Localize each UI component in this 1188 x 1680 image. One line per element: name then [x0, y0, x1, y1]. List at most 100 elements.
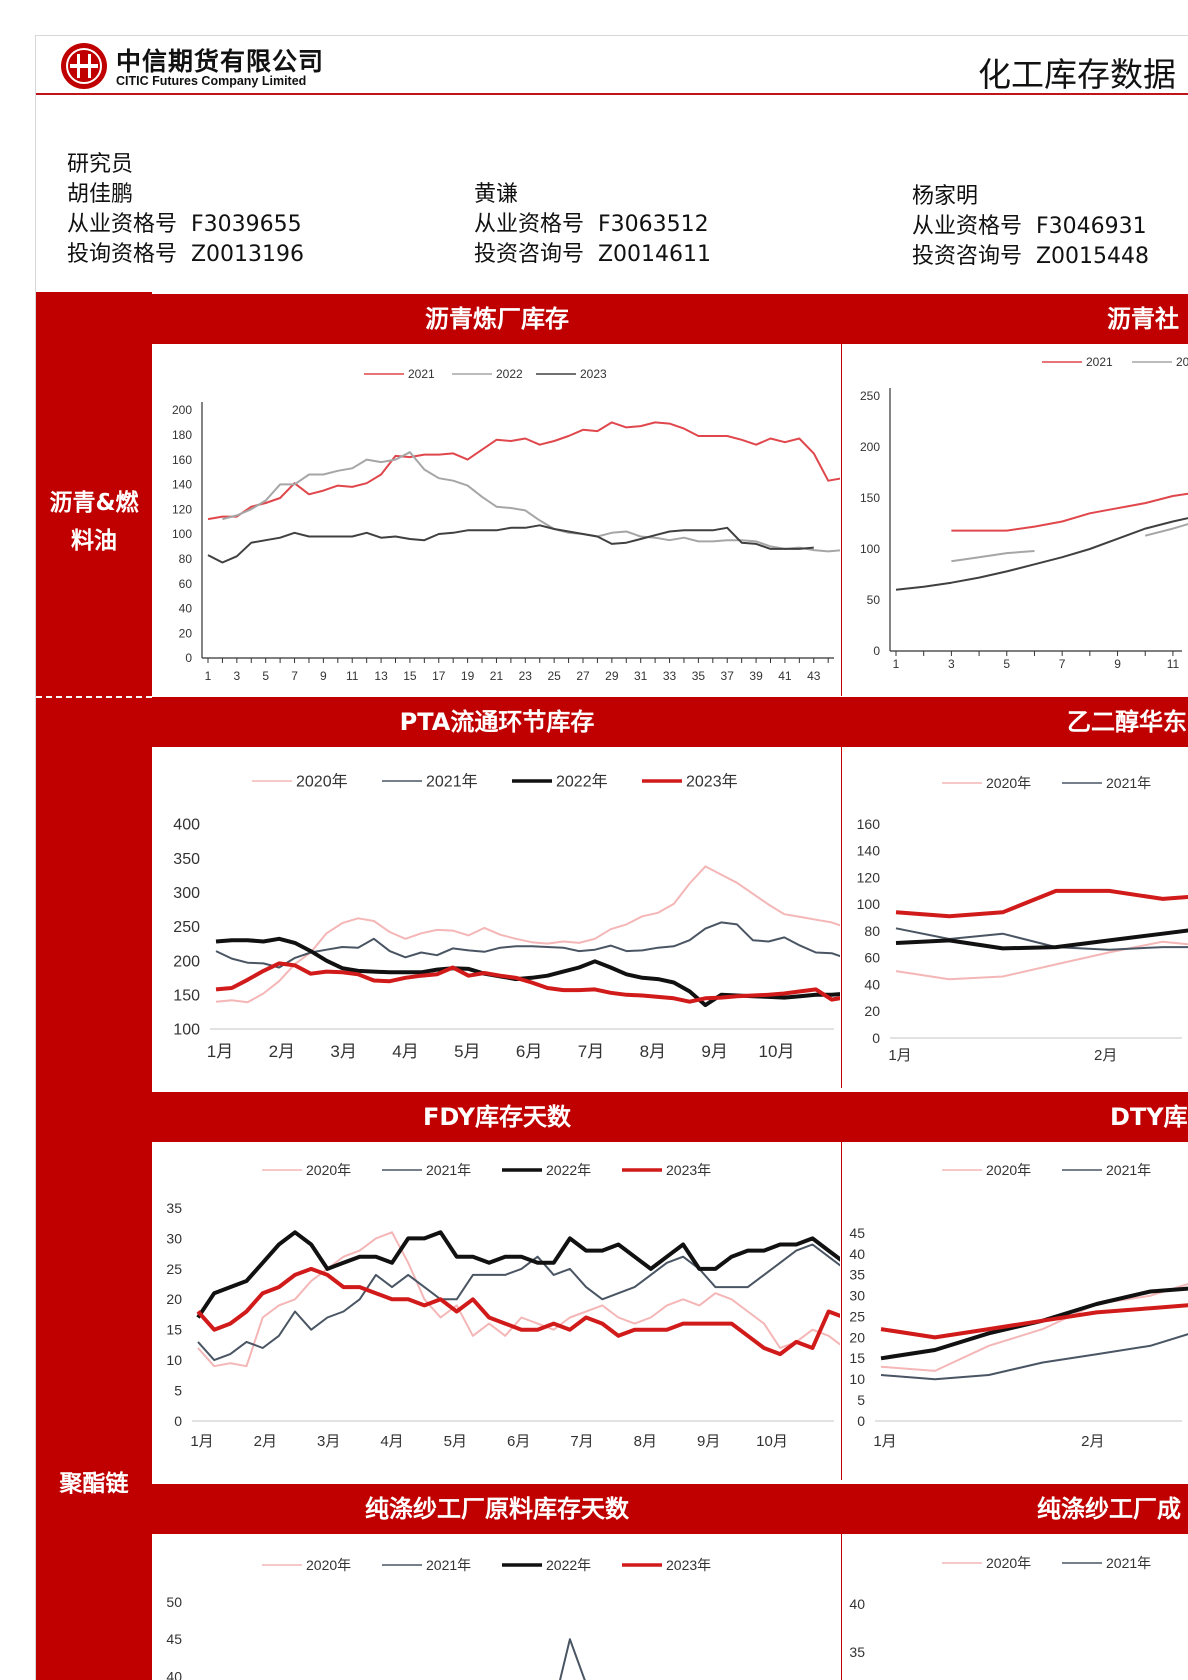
report-title: 化工库存数据	[978, 55, 1176, 94]
y-tick-label: 10	[849, 1371, 865, 1387]
x-tick-label: 1月	[190, 1433, 213, 1450]
x-tick-label: 8月	[640, 1042, 666, 1061]
x-tick-label: 1月	[888, 1047, 911, 1064]
series-line	[895, 888, 1188, 919]
y-tick-label: 20	[864, 1003, 880, 1019]
legend-entry: 2021年	[426, 773, 478, 791]
analyst-role: 研究员	[67, 152, 134, 177]
page-frame	[35, 35, 1188, 1680]
analyst-advisory-license: 投资咨询号 Z0015448	[912, 244, 1150, 269]
series-line	[895, 927, 1188, 951]
y-tick-label: 45	[166, 1631, 182, 1647]
y-tick-label: 40	[864, 976, 880, 992]
chart-title-dty: DTY库存	[1110, 1103, 1188, 1131]
y-tick-label: 20	[179, 626, 193, 640]
series-line	[951, 492, 1188, 532]
x-tick-label: 1月	[873, 1433, 896, 1450]
y-tick-label: 250	[860, 389, 880, 403]
y-tick-label: 15	[166, 1322, 182, 1338]
legend-entry: 2020年	[986, 775, 1031, 791]
legend-entry: 2022年	[556, 773, 608, 791]
x-tick-label: 19	[461, 669, 475, 683]
x-tick-label: 3月	[330, 1042, 356, 1061]
y-tick-label: 5	[857, 1392, 865, 1408]
y-tick-label: 160	[857, 816, 881, 832]
x-tick-label: 2月	[1081, 1433, 1104, 1450]
x-tick-label: 1	[205, 669, 212, 683]
y-tick-label: 35	[849, 1644, 865, 1660]
series-line	[559, 1638, 586, 1680]
chart-title-fdy: FDY库存天数	[423, 1103, 571, 1131]
panel-separator	[841, 344, 842, 696]
y-tick-label: 35	[849, 1267, 865, 1283]
x-tick-label: 2月	[254, 1433, 277, 1450]
y-tick-label: 35	[166, 1200, 182, 1216]
legend-entry: 2022	[496, 367, 523, 381]
series-line	[895, 517, 1188, 591]
report-header: 中信期货有限公司 CITIC Futures Company Limited 化…	[36, 36, 1188, 94]
row-title-bar-3: FDY库存天数 DTY库存	[152, 1092, 1188, 1142]
y-tick-label: 10	[166, 1352, 182, 1368]
y-tick-label: 140	[172, 478, 192, 492]
series-line	[207, 524, 814, 564]
chart-asphalt-social: 0 50 100 150 200 250 1 3 5 7 9 11 2021 2022	[842, 344, 1188, 696]
y-tick-label: 200	[172, 403, 192, 417]
x-tick-label: 23	[519, 669, 533, 683]
row-title-bar-4: 纯涤纱工厂原料库存天数 纯涤纱工厂成	[152, 1484, 1188, 1534]
chart-title-asphalt-refinery: 沥青炼厂库存	[425, 305, 569, 333]
y-tick-label: 40	[849, 1246, 865, 1262]
analyst-advisory-license: 投询资格号 Z0013196	[67, 242, 305, 267]
y-tick-label: 20	[166, 1291, 182, 1307]
analyst-license: 从业资格号 F3046931	[912, 214, 1147, 239]
y-tick-label: 250	[173, 919, 200, 936]
x-tick-label: 7月	[570, 1433, 593, 1450]
analyst-license: 从业资格号 F3063512	[474, 212, 709, 237]
y-tick-label: 30	[166, 1230, 182, 1246]
legend-entry: 2023年	[686, 773, 738, 791]
x-tick-label: 5	[1003, 657, 1010, 671]
y-tick-label: 180	[172, 428, 192, 442]
x-tick-label: 5	[262, 669, 269, 683]
y-tick-label: 100	[173, 1022, 200, 1039]
x-tick-label: 2月	[1094, 1047, 1117, 1064]
x-tick-label: 39	[749, 669, 763, 683]
series-line	[215, 921, 840, 969]
x-tick-label: 3	[234, 669, 241, 683]
legend-entry: 2021年	[1106, 775, 1151, 791]
x-tick-label: 9	[1114, 657, 1121, 671]
section-divider	[36, 696, 152, 698]
series-line	[196, 1230, 840, 1319]
x-tick-label: 7	[291, 669, 298, 683]
row-title-bar-1: 沥青炼厂库存 沥青社	[152, 294, 1188, 344]
x-tick-label: 17	[432, 669, 446, 683]
x-tick-label: 35	[692, 669, 706, 683]
legend-entry: 2021年	[1106, 1162, 1151, 1178]
analyst-block-1: 研究员 胡佳鹏 从业资格号 F3039655 投询资格号 Z0013196	[67, 150, 304, 270]
legend-entry: 2021	[408, 367, 435, 381]
y-tick-label: 200	[860, 440, 880, 454]
x-tick-label: 11	[1167, 657, 1180, 671]
y-tick-label: 80	[864, 923, 880, 939]
y-tick-label: 50	[867, 593, 881, 607]
y-tick-label: 20	[849, 1329, 865, 1345]
section-label-polyester: 聚酯链	[59, 1471, 129, 1497]
x-tick-label: 7	[1059, 657, 1066, 671]
legend-entry: 2021年	[426, 1162, 471, 1178]
y-tick-label: 25	[849, 1308, 865, 1324]
chart-svg: 0 20 40 60 80 100 120 140 160 1月 2月 2020年 2021年	[857, 775, 1188, 1064]
legend-entry: 2020年	[986, 1555, 1031, 1571]
analyst-name: 胡佳鹏	[67, 182, 134, 207]
y-tick-label: 60	[864, 950, 880, 966]
x-tick-label: 3月	[317, 1433, 340, 1450]
y-tick-label: 15	[849, 1350, 865, 1366]
x-tick-label: 41	[778, 669, 792, 683]
y-tick-label: 160	[172, 453, 192, 467]
row-title-bar-2: PTA流通环节库存 乙二醇华东	[152, 697, 1188, 747]
x-tick-label: 25	[547, 669, 561, 683]
y-tick-label: 25	[166, 1261, 182, 1277]
y-tick-label: 30	[849, 1288, 865, 1304]
y-tick-label: 100	[860, 542, 880, 556]
chart-meg: 0 20 40 60 80 100 120 140 160 1月 2月 2020年 2021年	[842, 747, 1188, 1088]
legend-entry: 2023年	[666, 1557, 711, 1573]
panel-separator	[841, 1534, 842, 1680]
